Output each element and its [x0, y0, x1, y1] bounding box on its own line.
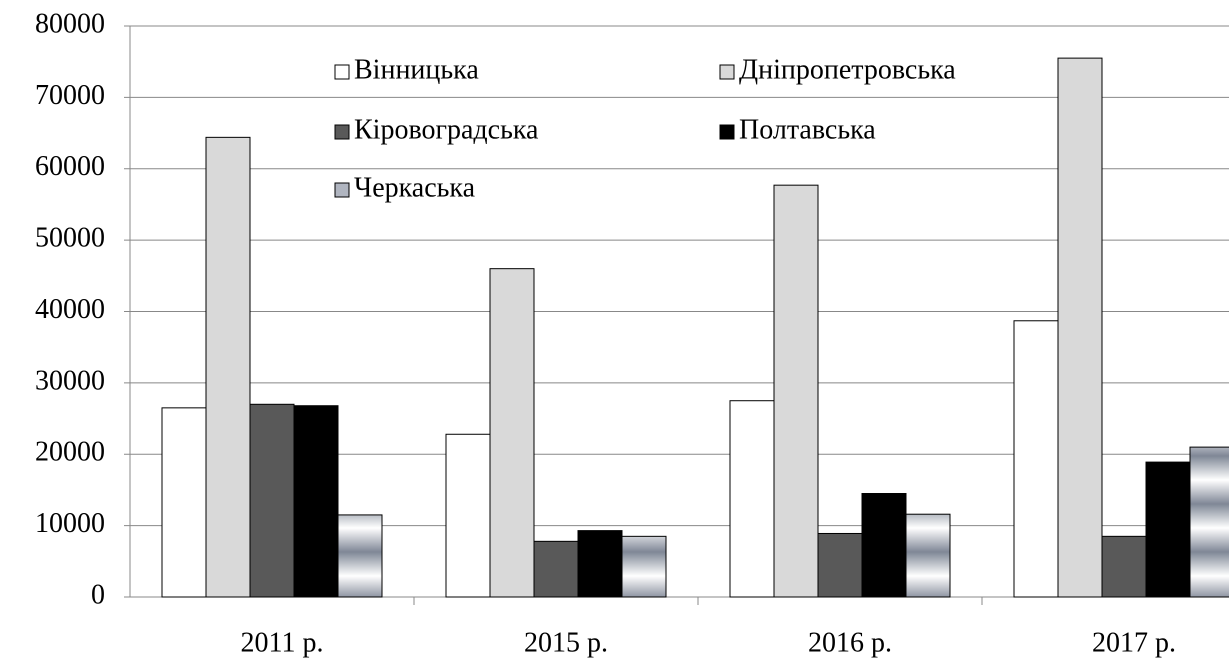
bar	[1057, 57, 1103, 598]
bar	[533, 540, 579, 598]
legend-label: Полтавська	[739, 114, 876, 145]
y-tick-label: 10000	[35, 508, 105, 539]
bar	[905, 513, 951, 598]
legend-label: Вінницька	[354, 54, 479, 85]
bar	[621, 535, 667, 598]
bar	[1013, 320, 1059, 598]
y-tick-label: 0	[91, 579, 105, 610]
bar	[489, 268, 535, 598]
legend-swatch	[334, 64, 350, 80]
y-tick-label: 40000	[35, 294, 105, 325]
y-tick-label: 20000	[35, 437, 105, 468]
legend-swatch	[334, 124, 350, 140]
bar	[1101, 535, 1147, 598]
legend-label: Кіровоградська	[354, 114, 539, 145]
bar	[729, 400, 775, 598]
x-tick-label: 2017 р.	[1092, 627, 1176, 658]
bar	[861, 493, 907, 598]
legend-label: Черкаська	[354, 172, 476, 203]
bar	[161, 407, 207, 598]
y-tick-label: 60000	[35, 151, 105, 182]
bar	[445, 433, 491, 598]
bar	[577, 530, 623, 598]
bar	[817, 532, 863, 598]
bar	[293, 405, 339, 598]
bar	[337, 514, 383, 598]
x-tick-label: 2011 р.	[241, 627, 324, 658]
bar	[773, 184, 819, 598]
x-tick-label: 2016 р.	[808, 627, 892, 658]
y-tick-label: 30000	[35, 365, 105, 396]
bar	[1189, 446, 1229, 598]
bar	[205, 136, 251, 598]
legend-swatch	[719, 124, 735, 140]
y-tick-label: 80000	[35, 8, 105, 39]
y-tick-label: 70000	[35, 80, 105, 111]
y-tick-label: 50000	[35, 223, 105, 254]
bar	[1145, 461, 1191, 598]
legend-swatch	[719, 64, 735, 80]
bar	[249, 403, 295, 598]
x-tick-label: 2015 р.	[524, 627, 608, 658]
legend-label: Дніпропетровська	[739, 54, 956, 85]
legend-swatch	[334, 182, 350, 198]
